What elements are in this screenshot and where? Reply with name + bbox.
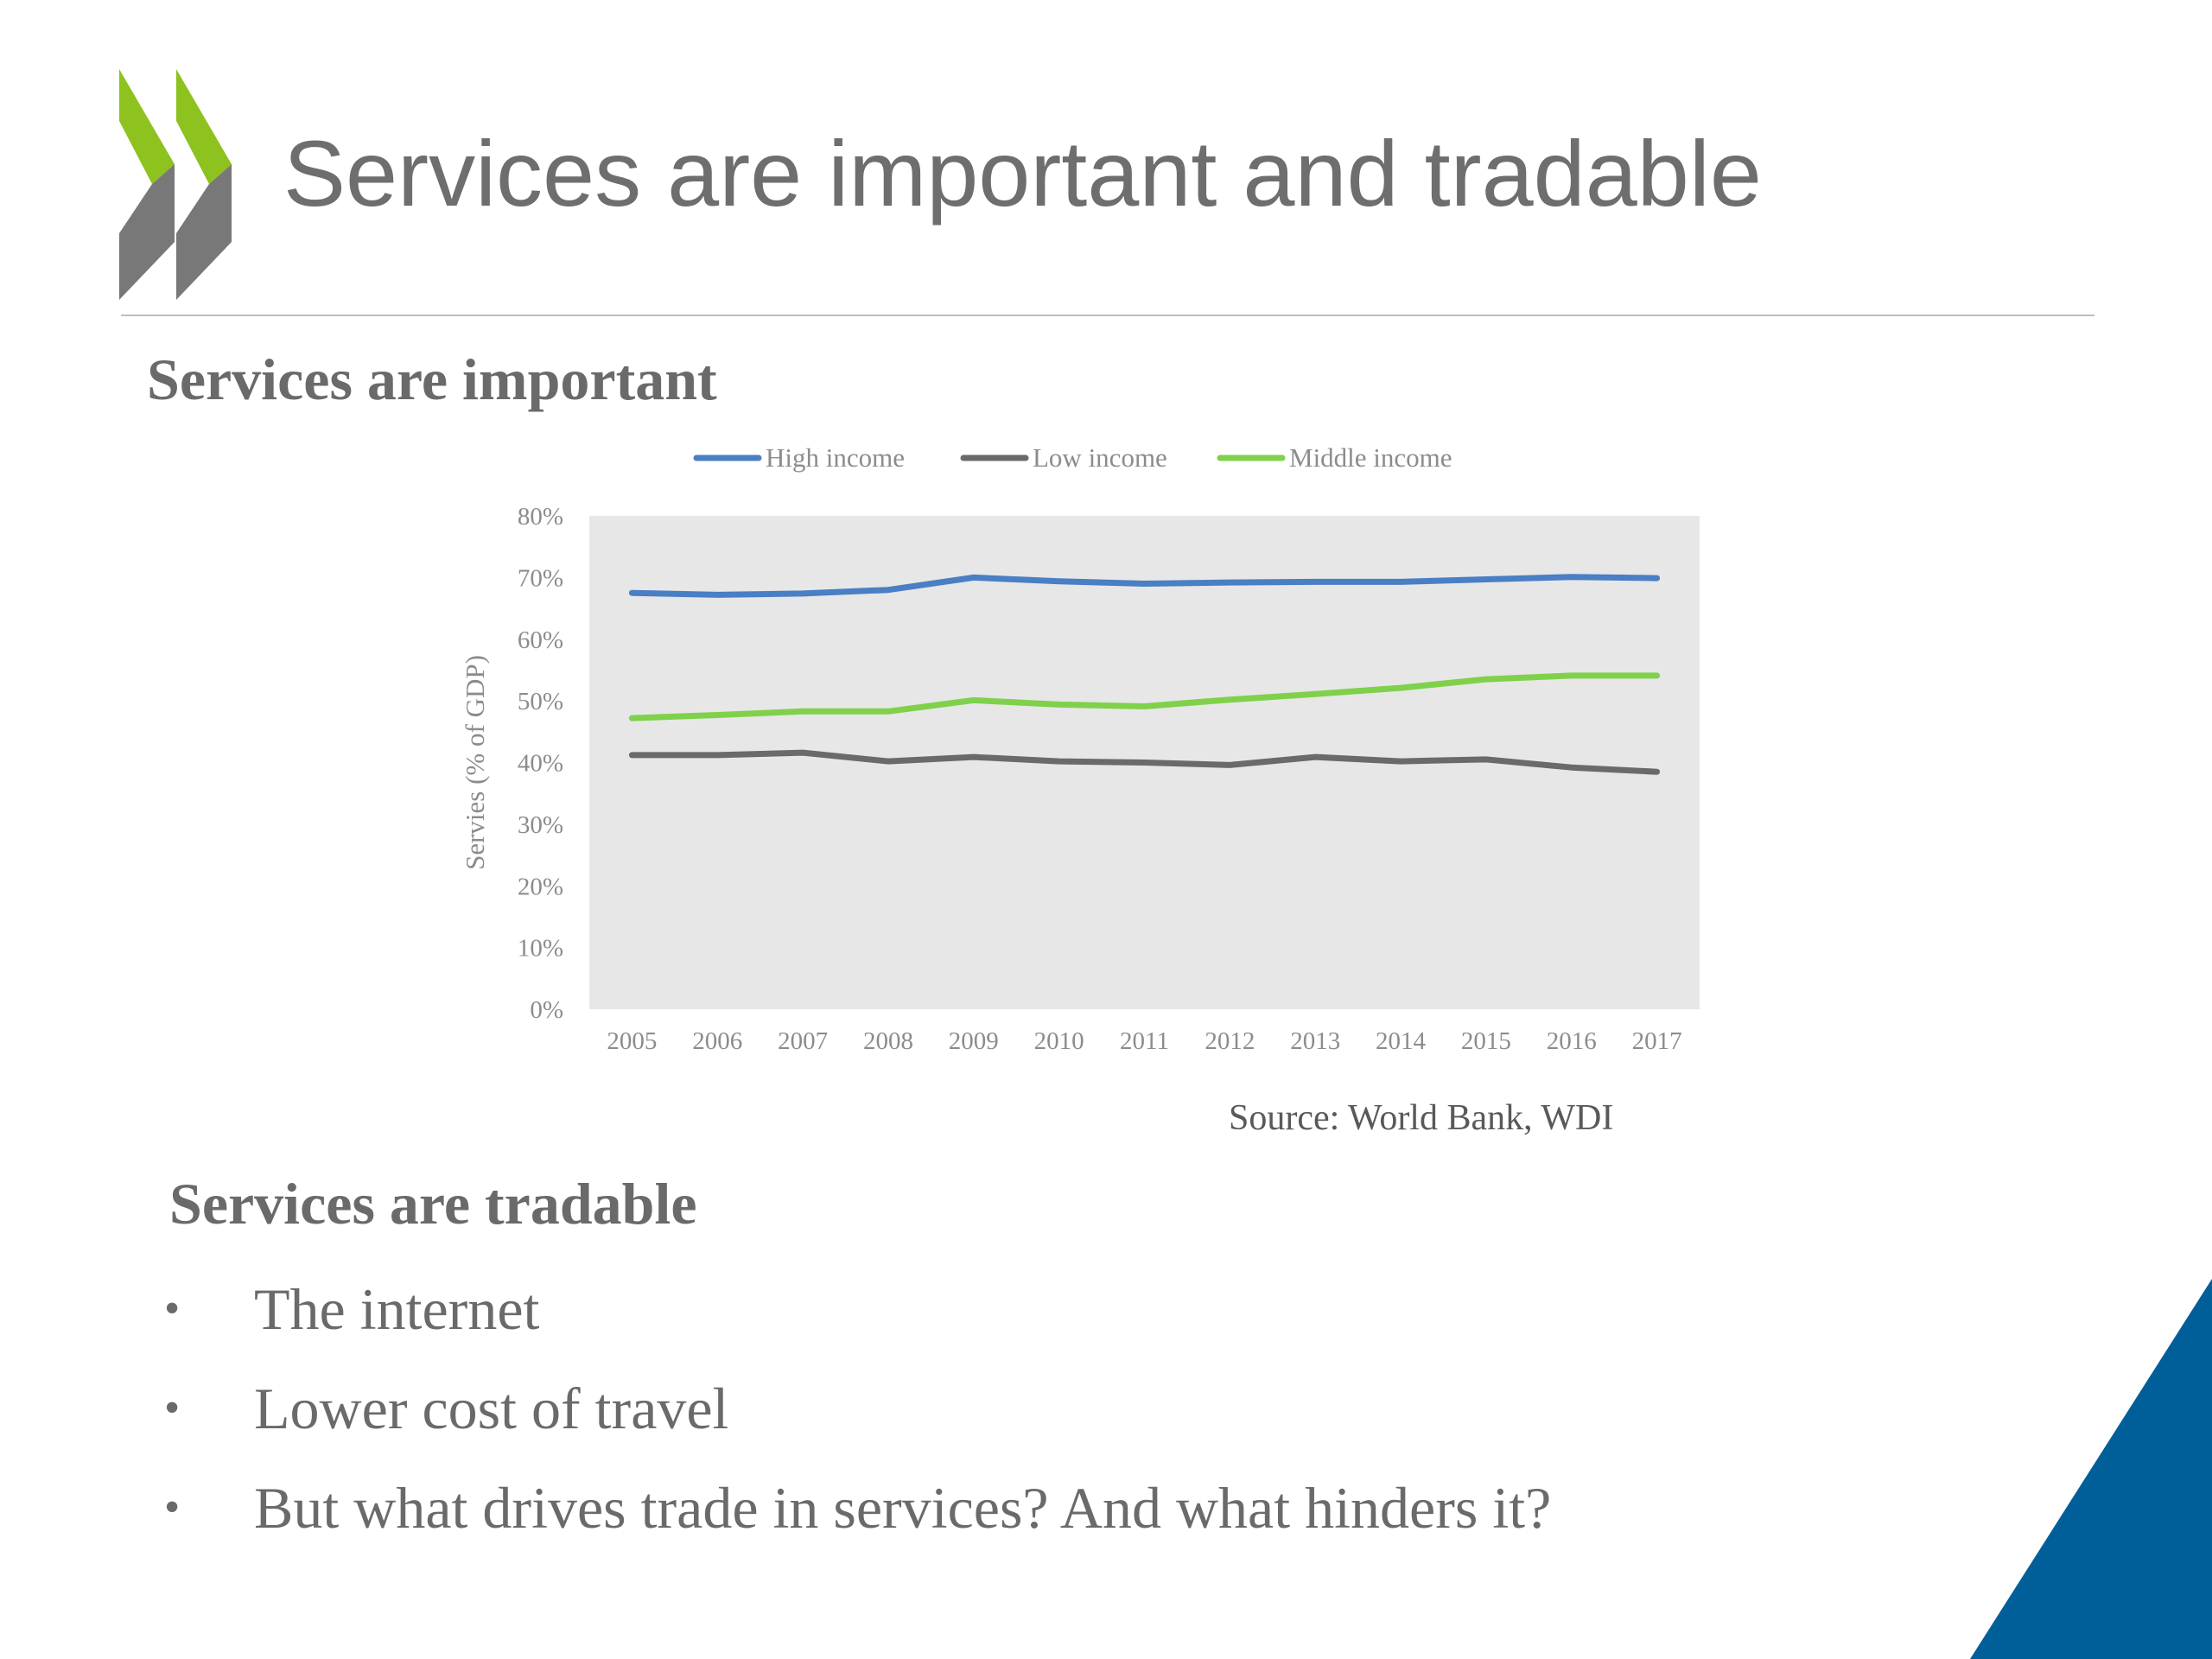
bullet-text: The internet xyxy=(254,1276,540,1342)
corner-triangle-decoration xyxy=(1970,1279,2212,1659)
x-tick-label: 2013 xyxy=(1290,1027,1340,1055)
bullet-text: Lower cost of travel xyxy=(254,1376,729,1441)
x-tick-label: 2007 xyxy=(778,1027,828,1055)
logo-chevron-gray-left xyxy=(119,164,175,300)
x-tick-label: 2016 xyxy=(1547,1027,1597,1055)
y-tick-label: 20% xyxy=(518,873,563,900)
y-tick-label: 0% xyxy=(530,996,563,1024)
y-tick-label: 50% xyxy=(518,688,563,715)
section-heading-tradable: Services are tradable xyxy=(169,1171,697,1236)
legend-label: Low income xyxy=(1033,442,1167,473)
x-tick-label: 2005 xyxy=(607,1027,657,1055)
bullet-dot-icon: • xyxy=(164,1483,181,1532)
y-tick-label: 40% xyxy=(518,750,563,778)
slide-title: Services are important and tradable xyxy=(283,121,1762,226)
x-tick-label: 2014 xyxy=(1376,1027,1427,1055)
logo-chevron-gray-right xyxy=(176,164,232,300)
y-axis-label: Servies (% of GDP) xyxy=(460,655,490,870)
logo-chevron-green-left xyxy=(119,69,175,184)
legend-label: Middle income xyxy=(1289,442,1452,473)
services-gdp-line-chart: 0% 10% 20% 30% 40% 50% 60% 70% 80% 2005 2006 2007 20… xyxy=(460,442,1700,1055)
title-divider xyxy=(121,315,2094,316)
x-tick-label: 2008 xyxy=(863,1027,913,1055)
x-tick-label: 2011 xyxy=(1120,1027,1169,1055)
x-tick-label: 2012 xyxy=(1205,1027,1255,1055)
y-tick-label: 80% xyxy=(518,503,563,531)
legend-label: High income xyxy=(766,442,905,473)
x-tick-label: 2015 xyxy=(1461,1027,1511,1055)
bullet-dot-icon: • xyxy=(164,1284,181,1333)
bullet-dot-icon: • xyxy=(164,1383,181,1433)
x-tick-label: 2006 xyxy=(692,1027,742,1055)
logo-chevron-green-right xyxy=(176,69,232,184)
oecd-logo-icon xyxy=(119,69,232,300)
series-line xyxy=(628,672,1661,721)
y-tick-label: 10% xyxy=(518,935,563,963)
y-tick-label: 70% xyxy=(518,564,563,592)
series-line xyxy=(628,749,1661,775)
section-heading-important: Services are important xyxy=(147,346,717,412)
series-line xyxy=(628,574,1661,598)
bullet-text: But what drives trade in services? And w… xyxy=(254,1475,1552,1541)
x-tick-label: 2010 xyxy=(1034,1027,1084,1055)
chart-source: Source: World Bank, WDI xyxy=(1229,1098,1614,1138)
x-tick-label: 2017 xyxy=(1632,1027,1682,1055)
y-tick-label: 60% xyxy=(518,626,563,654)
y-tick-label: 30% xyxy=(518,811,563,839)
corner-triangle xyxy=(1970,1279,2212,1659)
x-tick-label: 2009 xyxy=(949,1027,999,1055)
